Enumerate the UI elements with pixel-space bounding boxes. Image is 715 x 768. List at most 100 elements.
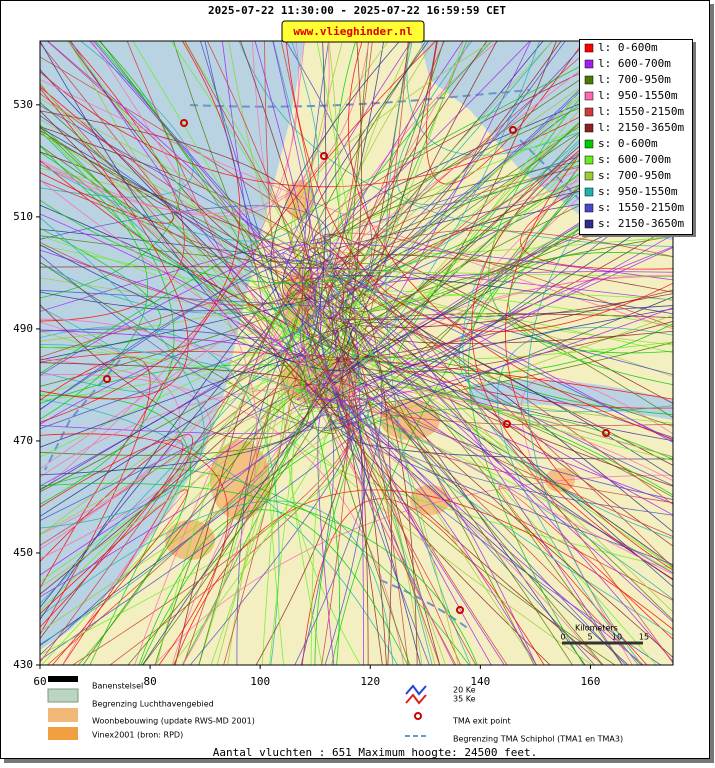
flight-track xyxy=(93,41,383,665)
flight-track xyxy=(40,321,181,535)
flight-track xyxy=(40,41,498,429)
flight-track xyxy=(307,41,554,376)
ke35-icon xyxy=(405,693,427,705)
flight-track xyxy=(280,41,673,336)
legend: l: 0-600m l: 600-700m l: 700-950m l: 950-15… xyxy=(579,39,696,237)
flight-track xyxy=(40,82,459,665)
legend-label: s: 600-700m xyxy=(598,153,671,166)
flight-track xyxy=(40,41,181,299)
flight-track xyxy=(189,418,673,665)
scale-tick-label: 15 xyxy=(639,633,649,642)
flight-track xyxy=(348,41,673,440)
flight-track xyxy=(40,351,673,400)
flight-track xyxy=(40,41,319,242)
flight-track xyxy=(40,180,673,568)
legend-swatch xyxy=(584,203,594,213)
flight-track xyxy=(40,308,673,476)
legend-box xyxy=(579,39,693,235)
y-tick-label: 450 xyxy=(13,546,33,559)
legend-swatch xyxy=(584,171,594,181)
map-key: Banenstelsel Begrenzing Luchthavengebied… xyxy=(47,676,623,744)
scale-tick-label: 10 xyxy=(612,633,622,642)
x-tick-label: 60 xyxy=(33,675,46,688)
legend-label: l: 600-700m xyxy=(598,57,671,70)
flight-track xyxy=(174,41,562,665)
flight-track xyxy=(40,227,162,348)
footer: Aantal vluchten : 651 Maximum hoogte: 24… xyxy=(213,746,538,759)
flight-track xyxy=(40,41,470,550)
flight-track xyxy=(476,80,673,289)
legend-swatch xyxy=(584,123,594,133)
title: 2025-07-22 11:30:00 - 2025-07-22 16:59:5… xyxy=(208,4,506,17)
flight-track xyxy=(40,43,673,314)
flight-track xyxy=(40,41,437,589)
flight-track xyxy=(521,377,673,665)
flight-track xyxy=(40,433,229,665)
flight-track xyxy=(40,356,151,635)
legend-label: l: 700-950m xyxy=(598,73,671,86)
key-label: Begrenzing TMA Schiphol (TMA1 en TMA3) xyxy=(453,735,623,744)
key-label: Begrenzing Luchthavengebied xyxy=(92,700,214,709)
flight-track xyxy=(343,68,673,376)
x-tick-label: 80 xyxy=(143,675,156,688)
flight-track xyxy=(40,396,593,665)
flight-track xyxy=(40,86,174,224)
scale-title: Kilometers xyxy=(575,624,618,633)
scale-tick-label: 5 xyxy=(587,633,592,642)
legend-label: l: 2150-3650m xyxy=(598,121,684,134)
flight-track xyxy=(40,500,394,665)
flight-track xyxy=(269,269,673,665)
flight-track xyxy=(40,242,673,376)
key-label: Woonbebouwing (update RWS-MD 2001) xyxy=(92,717,255,726)
flight-track xyxy=(40,439,184,628)
y-tick-label: 490 xyxy=(13,322,33,335)
legend-label: l: 950-1550m xyxy=(598,89,678,102)
y-tick-label: 510 xyxy=(13,210,33,223)
legend-swatch xyxy=(584,43,594,53)
flight-track xyxy=(266,56,673,665)
flight-track xyxy=(40,434,193,665)
flight-track xyxy=(287,342,673,427)
legend-swatch xyxy=(584,155,594,165)
flight-track xyxy=(40,41,566,309)
x-tick-label: 140 xyxy=(470,675,490,688)
key-label: 35 Ke xyxy=(453,695,476,704)
flight-track xyxy=(40,127,337,435)
flight-track xyxy=(298,41,343,295)
x-tick-label: 100 xyxy=(250,675,270,688)
runway-swatch xyxy=(48,676,78,682)
flight-track xyxy=(40,41,430,361)
flight-track xyxy=(40,41,630,411)
flight-track xyxy=(396,41,673,206)
flight-track xyxy=(40,41,327,448)
flight-track xyxy=(40,317,298,665)
flight-track xyxy=(40,346,364,656)
y-tick-label: 470 xyxy=(13,434,33,447)
flight-track xyxy=(462,61,673,540)
flight-track xyxy=(261,92,673,665)
flight-track xyxy=(40,88,189,400)
flight-track xyxy=(40,62,673,387)
flight-track xyxy=(40,41,493,253)
flight-track xyxy=(342,191,673,442)
flight-track xyxy=(153,474,673,665)
y-tick-label: 430 xyxy=(13,658,33,671)
key-label: Banenstelsel xyxy=(92,682,143,691)
key-label: Vinex2001 (bron: RPD) xyxy=(92,731,183,740)
flight-track xyxy=(40,41,241,423)
legend-swatch xyxy=(584,75,594,85)
flight-track xyxy=(173,489,673,665)
legend-swatch xyxy=(584,107,594,117)
flight-track xyxy=(204,41,366,665)
flight-track xyxy=(341,41,667,309)
flight-track xyxy=(138,509,409,665)
flight-track xyxy=(40,489,188,665)
flight-track xyxy=(498,485,673,665)
key-label: 20 Ke xyxy=(453,686,476,695)
ke20-icon xyxy=(405,684,427,696)
legend-label: l: 1550-2150m xyxy=(598,105,684,118)
flight-track xyxy=(270,41,673,581)
vinex-swatch xyxy=(48,727,78,740)
x-tick-label: 120 xyxy=(360,675,380,688)
flight-track xyxy=(40,41,618,470)
